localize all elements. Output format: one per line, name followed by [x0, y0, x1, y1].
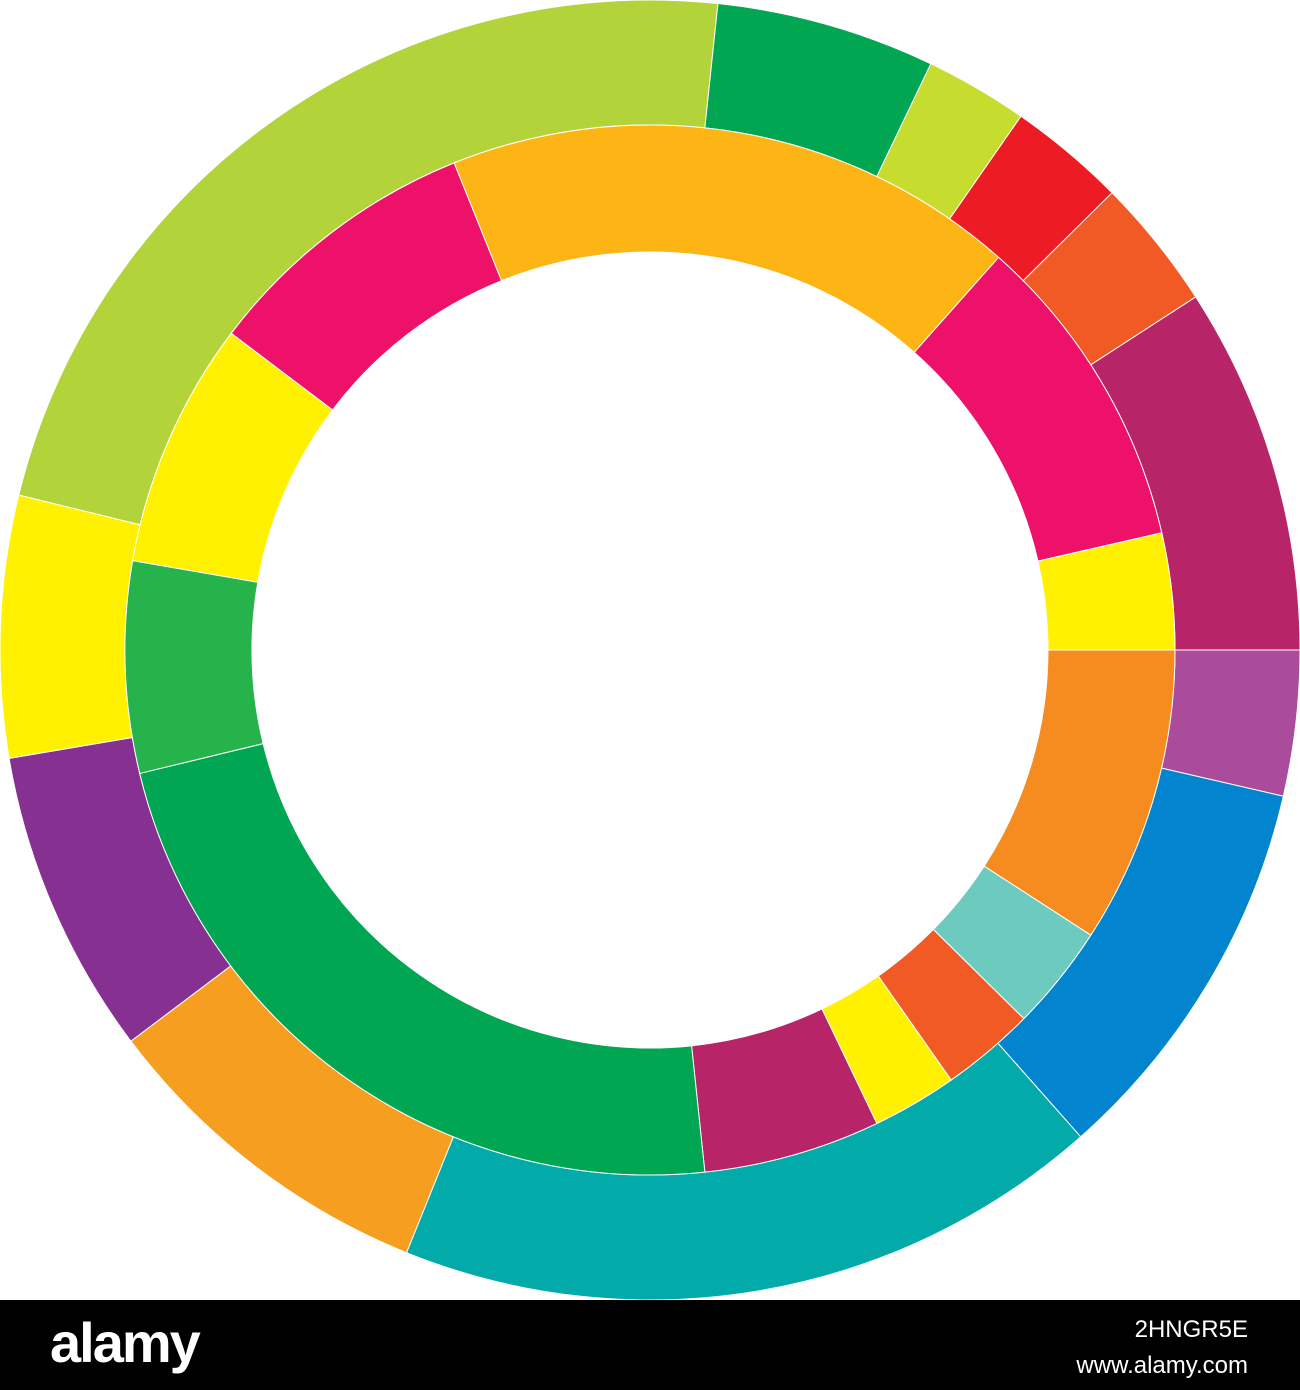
url: www.alamy.com: [1076, 1352, 1248, 1379]
logo: alamy: [50, 1311, 201, 1374]
chart: [0, 0, 1300, 1300]
ring-segment: [124, 560, 264, 775]
image-id: 2HNGR5E: [1134, 1316, 1248, 1343]
ring-segment: [453, 124, 1000, 354]
watermark-banner: alamy 2HNGR5E www.alamy.com: [0, 1300, 1300, 1390]
ring-segment: [0, 494, 141, 759]
ring-segment: [1037, 532, 1176, 651]
ring-segment: [139, 742, 706, 1176]
